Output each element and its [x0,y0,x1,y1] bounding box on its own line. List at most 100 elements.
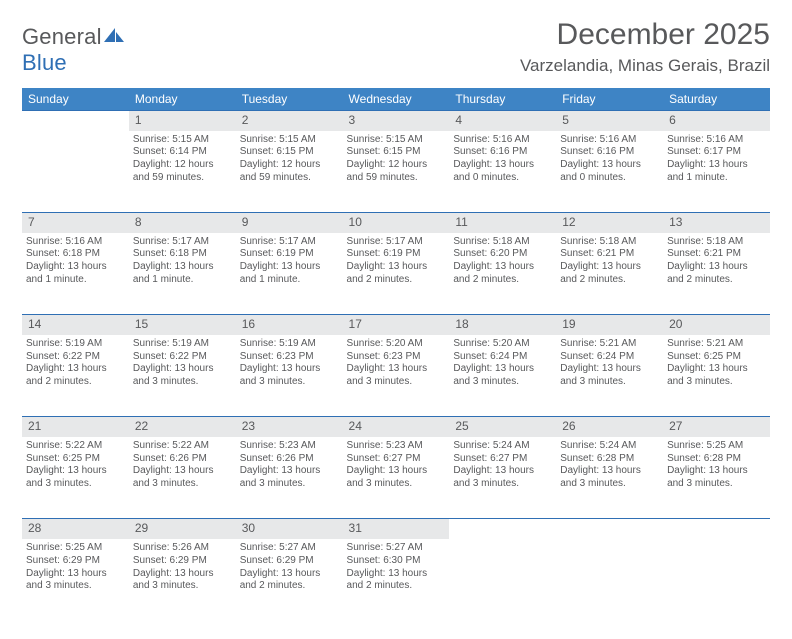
daylight-line: Daylight: 13 hours and 3 minutes. [347,465,446,491]
sunset-line: Sunset: 6:28 PM [560,453,659,466]
sunset-line: Sunset: 6:14 PM [133,146,232,159]
sunrise-line: Sunrise: 5:21 AM [667,338,766,351]
daylight-line: Daylight: 13 hours and 3 minutes. [667,363,766,389]
sunset-line: Sunset: 6:24 PM [560,351,659,364]
sail-icon [103,24,125,50]
logo: GeneralBlue [22,24,125,76]
daynum-row: 123456 [22,111,770,131]
empty-daynum [556,519,663,539]
sunrise-line: Sunrise: 5:19 AM [240,338,339,351]
day-number: 15 [129,315,236,335]
header: GeneralBlue December 2025 Varzelandia, M… [22,18,770,76]
day-number: 22 [129,417,236,437]
day-cell: Sunrise: 5:16 AMSunset: 6:17 PMDaylight:… [663,131,770,213]
daylight-line: Daylight: 13 hours and 3 minutes. [240,363,339,389]
day-cell: Sunrise: 5:25 AMSunset: 6:28 PMDaylight:… [663,437,770,519]
empty-daynum [449,519,556,539]
sunset-line: Sunset: 6:29 PM [240,555,339,568]
day-number: 9 [236,213,343,233]
sunset-line: Sunset: 6:22 PM [133,351,232,364]
sunrise-line: Sunrise: 5:24 AM [560,440,659,453]
day-number: 27 [663,417,770,437]
col-wednesday: Wednesday [343,88,450,111]
sunset-line: Sunset: 6:30 PM [347,555,446,568]
sunset-line: Sunset: 6:16 PM [453,146,552,159]
logo-word-2: Blue [22,50,67,75]
sunrise-line: Sunrise: 5:16 AM [667,134,766,147]
day-number: 14 [22,315,129,335]
sunrise-line: Sunrise: 5:18 AM [667,236,766,249]
sunrise-line: Sunrise: 5:15 AM [240,134,339,147]
detail-row: Sunrise: 5:15 AM Sunset: 6:14 PM Daylight:… [22,131,770,213]
day-number: 18 [449,315,556,335]
day-cell: Sunrise: 5:24 AMSunset: 6:28 PMDaylight:… [556,437,663,519]
daylight-line: Daylight: 13 hours and 0 minutes. [560,159,659,185]
sunset-line: Sunset: 6:21 PM [560,248,659,261]
day-number: 3 [343,111,450,131]
day-cell: Sunrise: 5:20 AMSunset: 6:23 PMDaylight:… [343,335,450,417]
sunset-line: Sunset: 6:25 PM [26,453,125,466]
sunrise-line: Sunrise: 5:27 AM [240,542,339,555]
day-number: 2 [236,111,343,131]
detail-row: Sunrise: 5:19 AMSunset: 6:22 PMDaylight:… [22,335,770,417]
day-number: 8 [129,213,236,233]
daylight-line: Daylight: 13 hours and 2 minutes. [240,568,339,594]
daylight-line: Daylight: 13 hours and 1 minute. [133,261,232,287]
daylight-line: Daylight: 13 hours and 3 minutes. [347,363,446,389]
daylight-line: Daylight: 13 hours and 1 minute. [667,159,766,185]
day-cell: Sunrise: 5:18 AMSunset: 6:21 PMDaylight:… [556,233,663,315]
empty-cell [556,539,663,621]
day-number: 28 [22,519,129,539]
sunset-line: Sunset: 6:23 PM [240,351,339,364]
day-cell: Sunrise: 5:17 AMSunset: 6:18 PMDaylight:… [129,233,236,315]
day-number: 13 [663,213,770,233]
sunset-line: Sunset: 6:17 PM [667,146,766,159]
daylight-line: Daylight: 13 hours and 1 minute. [26,261,125,287]
day-cell: Sunrise: 5:23 AMSunset: 6:27 PMDaylight:… [343,437,450,519]
sunset-line: Sunset: 6:23 PM [347,351,446,364]
day-number: 29 [129,519,236,539]
day-cell: Sunrise: 5:25 AMSunset: 6:29 PMDaylight:… [22,539,129,621]
sunset-line: Sunset: 6:21 PM [667,248,766,261]
day-number: 11 [449,213,556,233]
daylight-line: Daylight: 12 hours and 59 minutes. [240,159,339,185]
sunrise-line: Sunrise: 5:17 AM [240,236,339,249]
sunrise-line: Sunrise: 5:20 AM [347,338,446,351]
sunset-line: Sunset: 6:26 PM [240,453,339,466]
daynum-row: 21222324252627 [22,417,770,437]
sunrise-line: Sunrise: 5:16 AM [560,134,659,147]
location-text: Varzelandia, Minas Gerais, Brazil [520,56,770,76]
sunset-line: Sunset: 6:15 PM [347,146,446,159]
day-number: 16 [236,315,343,335]
sunset-line: Sunset: 6:28 PM [667,453,766,466]
empty-daynum [663,519,770,539]
sunset-line: Sunset: 6:24 PM [453,351,552,364]
calendar-page: GeneralBlue December 2025 Varzelandia, M… [0,0,792,639]
sunrise-line: Sunrise: 5:19 AM [133,338,232,351]
empty-daynum [22,111,129,131]
sunrise-line: Sunrise: 5:22 AM [26,440,125,453]
day-number: 10 [343,213,450,233]
sunset-line: Sunset: 6:25 PM [667,351,766,364]
day-cell: Sunrise: 5:19 AMSunset: 6:23 PMDaylight:… [236,335,343,417]
logo-word-1: General [22,24,102,49]
sunset-line: Sunset: 6:18 PM [26,248,125,261]
daylight-line: Daylight: 13 hours and 2 minutes. [347,261,446,287]
day-number: 6 [663,111,770,131]
col-thursday: Thursday [449,88,556,111]
daylight-line: Daylight: 13 hours and 2 minutes. [560,261,659,287]
calendar-body: 123456 Sunrise: 5:15 AM Sunset: 6:14 PM Day… [22,111,770,621]
sunrise-line: Sunrise: 5:23 AM [347,440,446,453]
day-number: 24 [343,417,450,437]
sunset-line: Sunset: 6:16 PM [560,146,659,159]
day-number: 30 [236,519,343,539]
day-cell: Sunrise: 5:16 AMSunset: 6:16 PMDaylight:… [556,131,663,213]
day-cell: Sunrise: 5:16 AMSunset: 6:16 PMDaylight:… [449,131,556,213]
day-cell: Sunrise: 5:23 AMSunset: 6:26 PMDaylight:… [236,437,343,519]
sunset-line: Sunset: 6:15 PM [240,146,339,159]
col-friday: Friday [556,88,663,111]
sunset-line: Sunset: 6:19 PM [347,248,446,261]
day-cell: Sunrise: 5:18 AMSunset: 6:21 PMDaylight:… [663,233,770,315]
sunset-line: Sunset: 6:27 PM [453,453,552,466]
sunrise-line: Sunrise: 5:21 AM [560,338,659,351]
